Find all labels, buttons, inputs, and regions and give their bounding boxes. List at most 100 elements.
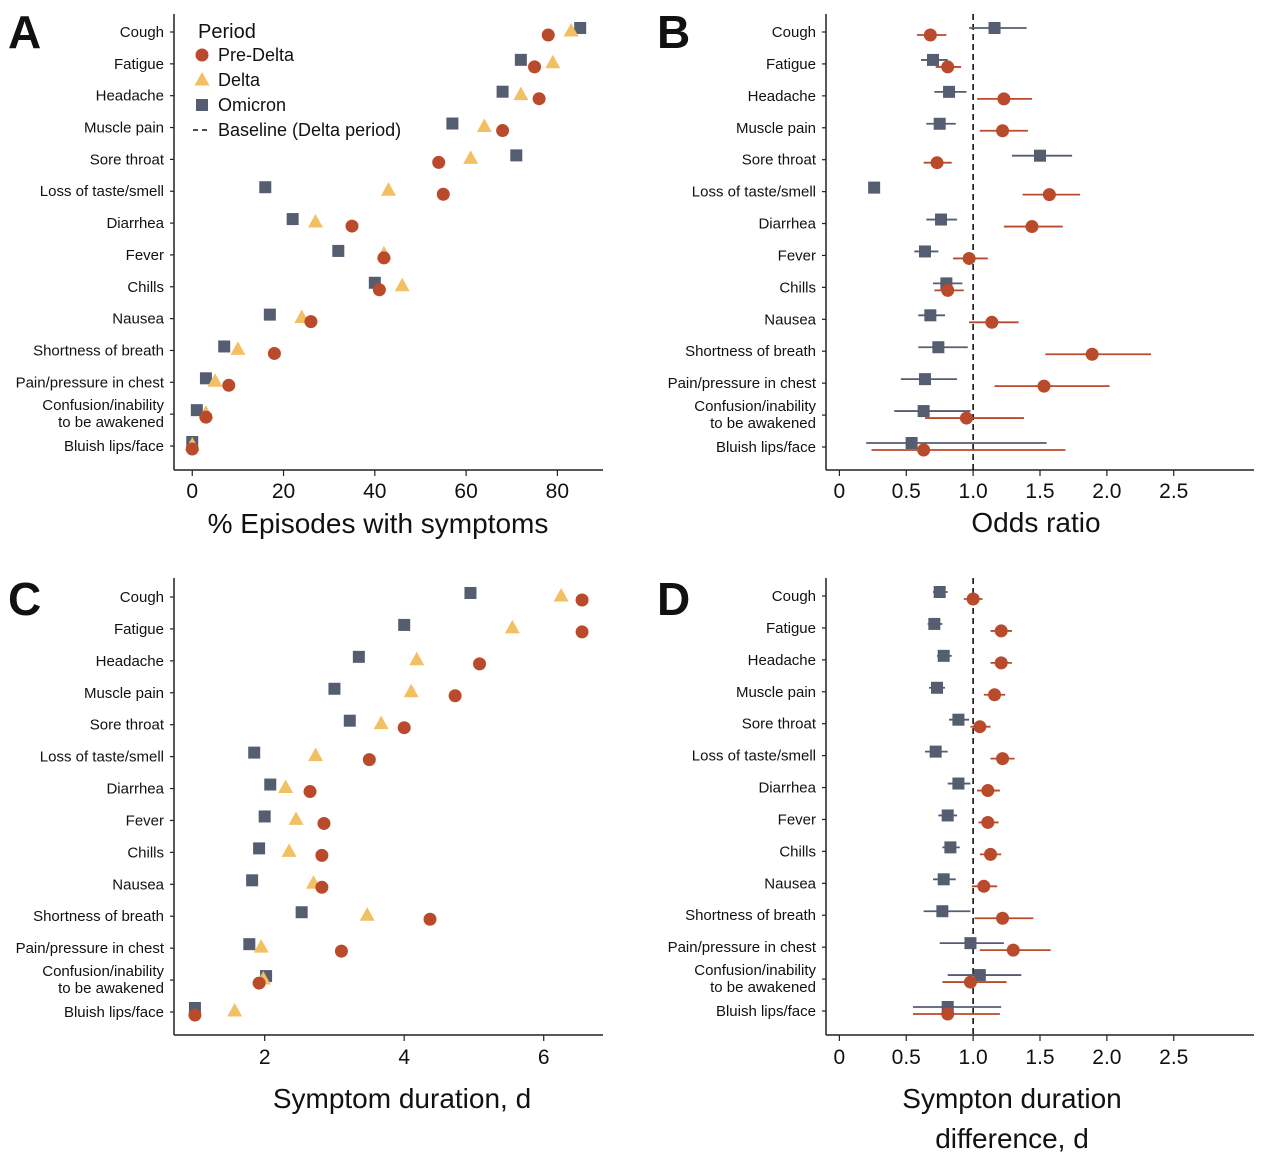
data-point — [188, 1008, 202, 1022]
data-point — [252, 976, 266, 990]
data-point — [963, 975, 977, 989]
data-point — [423, 912, 437, 926]
data-point — [343, 714, 356, 727]
data-point — [553, 587, 569, 602]
y-tick-label: Muscle pain — [84, 685, 164, 702]
y-tick-label: Cough — [772, 24, 816, 41]
x-tick-label: 2.0 — [1092, 480, 1121, 503]
data-point — [962, 251, 976, 265]
data-point — [253, 939, 269, 953]
data-point — [464, 587, 477, 599]
y-tick-label: Diarrhea — [106, 781, 164, 798]
data-point — [496, 85, 509, 98]
y-tick-label: Loss of taste/smell — [692, 748, 816, 765]
y-tick-label: Muscle pain — [736, 120, 816, 137]
y-tick-label: Headache — [748, 88, 816, 105]
data-point — [935, 213, 948, 226]
y-tick-label: Fatigue — [114, 621, 164, 638]
x-tick-label: 4 — [398, 1046, 410, 1069]
data-point — [373, 715, 389, 730]
y-tick-label-line: Confusion/inability — [42, 963, 164, 980]
y-tick-label: Pain/pressure in chest — [16, 374, 165, 391]
data-point — [996, 911, 1010, 925]
data-point — [446, 117, 459, 130]
series-delta — [227, 587, 569, 1017]
y-tick-label: Bluish lips/face — [716, 439, 816, 456]
data-point — [994, 656, 1008, 670]
panel-letter: B — [657, 6, 690, 58]
data-point — [281, 843, 297, 857]
data-point — [944, 841, 957, 854]
data-point — [933, 117, 946, 130]
x-tick-label: 40 — [363, 480, 386, 503]
y-tick-label: Nausea — [112, 876, 164, 893]
y-tick-label: Confusion/inability to be awakened — [694, 398, 816, 432]
y-tick-label-line: to be awakened — [710, 415, 816, 432]
series-omicron — [866, 22, 1073, 449]
series-omicron — [188, 587, 477, 1014]
x-tick-label: 1.5 — [1025, 1046, 1054, 1069]
y-tick-label: Nausea — [112, 311, 164, 328]
x-tick-label: 20 — [272, 480, 295, 503]
y-tick-label: Headache — [748, 652, 816, 669]
y-tick-label: Chills — [779, 843, 816, 860]
data-point — [372, 283, 386, 297]
x-axis-label: % Episodes with symptoms — [208, 508, 549, 539]
data-point — [928, 617, 941, 630]
y-tick-label: Pain/pressure in chest — [668, 375, 817, 392]
data-point — [984, 847, 998, 861]
data-point — [973, 720, 987, 734]
data-point — [514, 53, 527, 66]
y-tick-label: Bluish lips/face — [64, 438, 164, 455]
data-point — [994, 624, 1008, 638]
y-tick-label: Confusion/inability to be awakened — [694, 962, 816, 996]
data-point — [345, 219, 359, 233]
data-point — [432, 155, 446, 169]
data-point — [966, 592, 980, 606]
data-point — [936, 905, 949, 918]
data-point — [545, 54, 561, 69]
data-point — [937, 873, 950, 886]
panel-d: D Cough Fatigue Headache Muscle pain Sore thr… — [657, 573, 1254, 1153]
y-tick-label: Shortness of breath — [685, 907, 816, 924]
data-point — [927, 53, 939, 66]
data-point — [496, 124, 510, 138]
legend-label: Pre-Delta — [218, 45, 295, 65]
x-axis-label-line: difference, d — [935, 1123, 1089, 1153]
y-tick-label: Fatigue — [766, 56, 816, 73]
y-tick-label: Diarrhea — [106, 215, 164, 232]
data-point — [248, 746, 261, 759]
y-tick-label-line: Confusion/inability — [694, 962, 816, 979]
x-axis-label: Odds ratio — [971, 507, 1100, 538]
data-point — [332, 244, 345, 257]
data-point — [964, 937, 977, 950]
data-point — [278, 779, 294, 793]
x-tick-label: 0 — [186, 480, 198, 503]
data-point — [295, 906, 308, 919]
y-tick-label: Chills — [127, 279, 164, 296]
data-point — [504, 619, 520, 634]
data-point — [513, 86, 529, 101]
data-point — [397, 721, 411, 735]
data-point — [304, 315, 318, 329]
panel-letter: D — [657, 573, 690, 625]
y-tick-label: Pain/pressure in chest — [668, 939, 817, 956]
data-point — [476, 118, 492, 132]
series-pre-delta — [871, 28, 1152, 457]
x-tick-label: 0.5 — [892, 480, 921, 503]
data-point — [473, 657, 487, 671]
y-tick-label: Confusion/inability to be awakened — [42, 397, 164, 431]
data-point — [563, 22, 579, 37]
data-point — [334, 944, 348, 958]
y-tick-label: Fever — [126, 812, 164, 829]
y-tick-label: Shortness of breath — [685, 343, 816, 360]
x-tick-label: 2.5 — [1159, 480, 1188, 503]
data-point — [985, 315, 999, 329]
data-point — [996, 752, 1010, 766]
y-tick-label: Fatigue — [114, 56, 164, 73]
data-point — [263, 308, 276, 321]
data-point — [463, 150, 479, 164]
data-point — [352, 650, 365, 663]
y-tick-label: Loss of taste/smell — [692, 184, 816, 201]
